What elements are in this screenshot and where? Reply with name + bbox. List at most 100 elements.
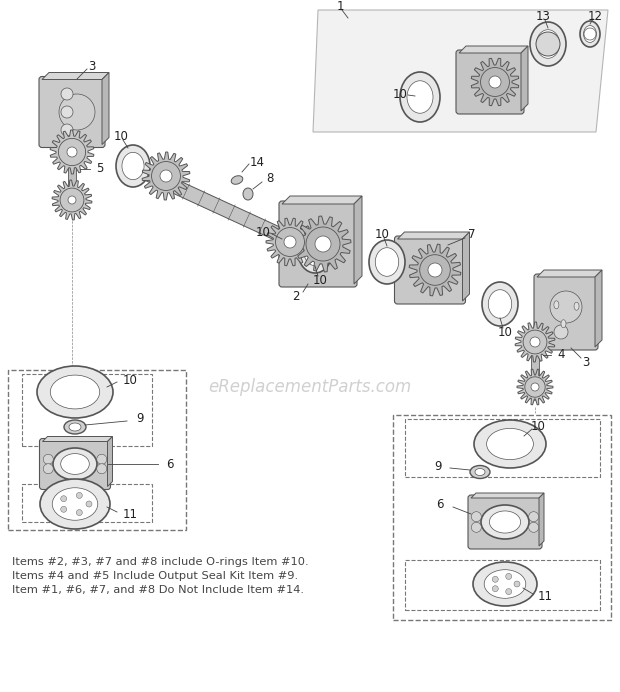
FancyBboxPatch shape: [456, 50, 524, 114]
Circle shape: [61, 507, 67, 512]
Circle shape: [550, 291, 582, 323]
Circle shape: [530, 337, 540, 347]
Ellipse shape: [407, 81, 433, 113]
Text: 5: 5: [96, 163, 104, 176]
Circle shape: [160, 170, 172, 182]
Ellipse shape: [369, 240, 405, 284]
Polygon shape: [52, 180, 92, 220]
Polygon shape: [145, 167, 303, 251]
Ellipse shape: [484, 570, 526, 599]
Circle shape: [67, 147, 77, 157]
Ellipse shape: [375, 248, 399, 276]
Circle shape: [59, 94, 95, 130]
Text: 10: 10: [392, 87, 407, 100]
Circle shape: [471, 522, 481, 532]
Text: 10: 10: [312, 273, 327, 286]
Ellipse shape: [52, 488, 98, 520]
Text: 10: 10: [123, 374, 138, 387]
FancyBboxPatch shape: [279, 201, 357, 287]
FancyBboxPatch shape: [394, 236, 466, 304]
Circle shape: [306, 227, 340, 261]
Circle shape: [97, 454, 107, 464]
Circle shape: [523, 330, 547, 354]
Circle shape: [529, 522, 539, 532]
Text: 7: 7: [468, 228, 476, 242]
Polygon shape: [463, 232, 469, 301]
Circle shape: [275, 228, 304, 257]
Circle shape: [492, 576, 498, 582]
Ellipse shape: [530, 22, 566, 66]
Polygon shape: [459, 46, 528, 53]
Circle shape: [284, 236, 296, 248]
Bar: [531, 349, 539, 394]
Ellipse shape: [536, 30, 560, 58]
Circle shape: [480, 68, 510, 96]
Ellipse shape: [243, 188, 253, 200]
Text: 2: 2: [292, 289, 299, 302]
Polygon shape: [397, 232, 469, 239]
Circle shape: [554, 300, 568, 314]
Polygon shape: [354, 196, 362, 284]
Ellipse shape: [574, 302, 579, 310]
Circle shape: [61, 88, 73, 100]
Ellipse shape: [474, 420, 546, 468]
Circle shape: [61, 106, 73, 118]
Text: 9: 9: [434, 460, 441, 473]
Circle shape: [584, 28, 596, 40]
Circle shape: [61, 124, 73, 136]
Ellipse shape: [475, 468, 485, 475]
Ellipse shape: [61, 453, 89, 475]
Ellipse shape: [122, 152, 144, 180]
Text: 9: 9: [136, 412, 144, 426]
Bar: [22, 484, 152, 522]
Circle shape: [86, 501, 92, 507]
Bar: [68, 162, 76, 207]
Ellipse shape: [64, 420, 86, 434]
Circle shape: [536, 32, 560, 56]
Bar: [8, 370, 186, 530]
Polygon shape: [517, 369, 553, 405]
Text: eReplacementParts.com: eReplacementParts.com: [208, 378, 412, 396]
Text: 4: 4: [557, 349, 565, 361]
Ellipse shape: [116, 145, 150, 187]
Polygon shape: [295, 216, 351, 272]
Ellipse shape: [40, 479, 110, 529]
Circle shape: [97, 464, 107, 474]
Text: 3: 3: [88, 60, 95, 73]
Circle shape: [58, 138, 86, 165]
Ellipse shape: [554, 301, 559, 309]
Text: 11: 11: [538, 590, 552, 603]
Polygon shape: [107, 437, 112, 486]
Ellipse shape: [489, 290, 511, 318]
Ellipse shape: [482, 282, 518, 326]
FancyBboxPatch shape: [534, 274, 598, 350]
Text: 10: 10: [498, 325, 513, 338]
Polygon shape: [515, 322, 555, 362]
Polygon shape: [521, 46, 528, 111]
Text: 1: 1: [336, 1, 343, 14]
Text: Item #1, #6, #7, and #8 Do Not Include Item #14.: Item #1, #6, #7, and #8 Do Not Include I…: [12, 585, 304, 595]
Circle shape: [428, 263, 442, 277]
Bar: [405, 560, 600, 610]
Polygon shape: [102, 73, 109, 145]
Ellipse shape: [231, 176, 243, 184]
Circle shape: [554, 325, 568, 339]
Circle shape: [61, 495, 67, 502]
Text: 3: 3: [582, 356, 590, 369]
Text: 10: 10: [255, 226, 270, 239]
Bar: [405, 419, 600, 477]
Polygon shape: [42, 73, 109, 80]
Text: 11: 11: [123, 507, 138, 520]
Ellipse shape: [580, 21, 600, 47]
Bar: [393, 415, 611, 620]
Ellipse shape: [304, 238, 326, 266]
Polygon shape: [50, 130, 94, 174]
Text: 14: 14: [249, 156, 265, 168]
Text: Items #4 and #5 Include Output Seal Kit Item #9.: Items #4 and #5 Include Output Seal Kit …: [12, 571, 298, 581]
Ellipse shape: [561, 320, 566, 328]
Circle shape: [525, 377, 545, 397]
Ellipse shape: [487, 428, 533, 459]
Circle shape: [151, 161, 180, 190]
Circle shape: [43, 464, 53, 474]
Text: 13: 13: [536, 10, 551, 23]
